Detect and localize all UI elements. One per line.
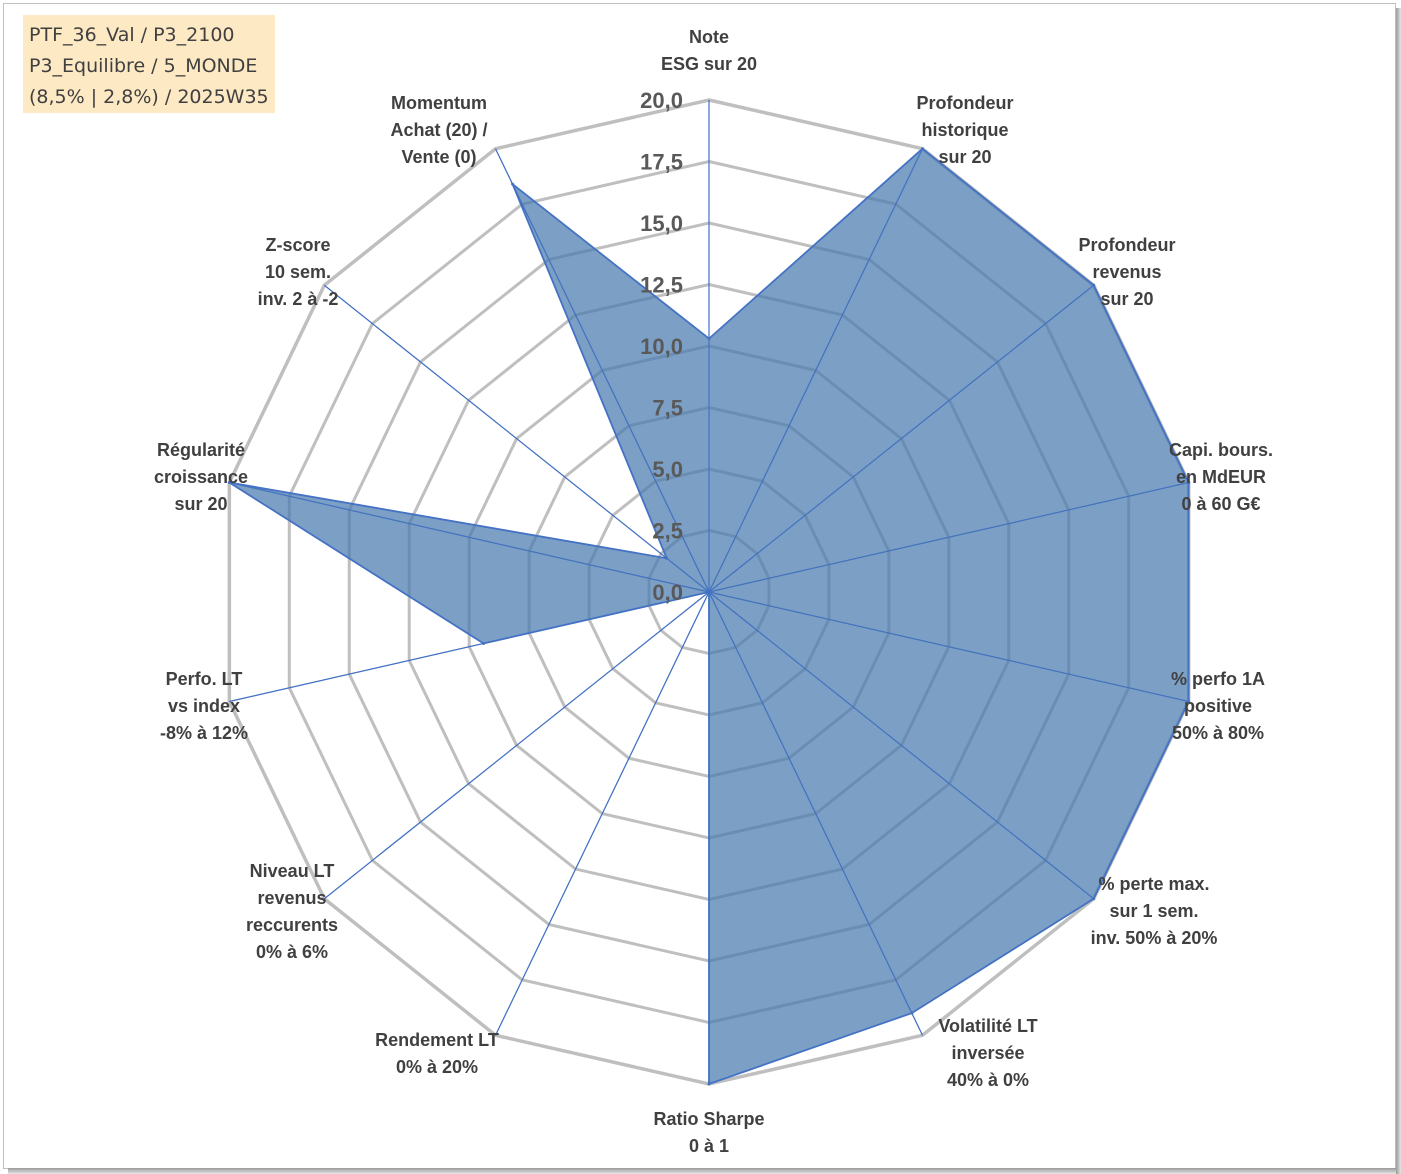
- info-line: PTF_36_Val / P3_2100: [29, 24, 235, 46]
- axis-label: Volatilité LT inversée 40% à 0%: [938, 1016, 1037, 1090]
- axis-label-line: 0% à 20%: [396, 1057, 478, 1077]
- axis-label-line: inv. 2 à -2: [258, 289, 339, 309]
- axis-label-line: 0 à 1: [689, 1136, 729, 1156]
- axis-label-line: Perfo. LT: [166, 669, 243, 689]
- axis-label-line: sur 1 sem.: [1109, 901, 1198, 921]
- axis-label-line: Régularité: [157, 440, 245, 460]
- axis-label: Capi. bours. en MdEUR 0 à 60 G€: [1169, 440, 1273, 514]
- axis-spoke-overlay: [324, 591, 710, 900]
- axis-label-line: Profondeur: [917, 93, 1014, 113]
- axis-label-line: % perte max.: [1098, 874, 1209, 894]
- axis-label-line: Z-score: [265, 235, 330, 255]
- axis-spoke-overlay: [229, 482, 710, 593]
- axis-label-line: Ratio Sharpe: [653, 1109, 764, 1129]
- axis-label-line: -8% à 12%: [160, 723, 248, 743]
- axis-label-line: historique: [921, 120, 1008, 140]
- axis-label: Z-score 10 sem. inv. 2 à -2: [258, 235, 339, 309]
- axis-label-line: Capi. bours.: [1169, 440, 1273, 460]
- axis-label-line: Note: [689, 27, 729, 47]
- axis-label-line: sur 20: [1100, 289, 1153, 309]
- tick-label: 7,5: [652, 396, 683, 421]
- tick-layer: 0,0 2,5 5,0 7,5 10,0 12,5 15,0 17,5 20,0: [640, 88, 683, 605]
- frame-shadow-right: [1396, 8, 1401, 1174]
- tick-label: 17,5: [640, 150, 683, 175]
- axis-label: Perfo. LT vs index -8% à 12%: [160, 669, 248, 743]
- info-line: P3_Equilibre / 5_MONDE: [29, 55, 258, 77]
- axis-label-line: Vente (0): [401, 147, 476, 167]
- axis-label-line: Rendement LT: [375, 1030, 499, 1050]
- axis-spoke-overlay: [495, 591, 710, 1036]
- axis-label-layer: Note ESG sur 20 Profondeur historique sur 20…: [154, 27, 1273, 1156]
- axis-label-line: en MdEUR: [1176, 467, 1266, 487]
- tick-label: 2,5: [652, 519, 683, 544]
- axis-label: Profondeur historique sur 20: [917, 93, 1014, 167]
- axis-label: % perte max. sur 1 sem. inv. 50% à 20%: [1091, 874, 1218, 948]
- axis-label-line: 10 sem.: [265, 262, 331, 282]
- axis-label-line: ESG sur 20: [661, 54, 757, 74]
- tick-label: 0,0: [652, 580, 683, 605]
- axis-label-line: inv. 50% à 20%: [1091, 928, 1218, 948]
- axis-label-line: Niveau LT: [250, 861, 335, 881]
- axis-label-line: 0 à 60 G€: [1181, 494, 1260, 514]
- axis-label-line: Momentum: [391, 93, 487, 113]
- axis-label-line: positive: [1184, 696, 1252, 716]
- axis-label: Régularité croissance sur 20: [154, 440, 248, 514]
- axis-label: Niveau LT revenus reccurents 0% à 6%: [246, 861, 338, 962]
- info-line: (8,5% | 2,8%) / 2025W35: [29, 86, 269, 108]
- tick-label: 15,0: [640, 211, 683, 236]
- tick-label: 5,0: [652, 457, 683, 482]
- portfolio-info-box: PTF_36_Val / P3_2100 P3_Equilibre / 5_MO…: [23, 15, 275, 113]
- axis-label-line: 40% à 0%: [947, 1070, 1029, 1090]
- axis-label: Ratio Sharpe 0 à 1: [653, 1109, 764, 1156]
- axis-label-line: croissance: [154, 467, 248, 487]
- axis-label-line: reccurents: [246, 915, 338, 935]
- axis-label-line: Profondeur: [1079, 235, 1176, 255]
- axis-label-line: inversée: [951, 1043, 1024, 1063]
- axis-spoke-overlay: [229, 591, 710, 702]
- axis-label-line: Achat (20) /: [390, 120, 487, 140]
- axis-label: Note ESG sur 20: [661, 27, 757, 74]
- axis-label: Rendement LT 0% à 20%: [375, 1030, 499, 1077]
- tick-label: 20,0: [640, 88, 683, 113]
- axis-spoke-overlay: [708, 591, 1189, 702]
- axis-spoke-overlay: [708, 591, 1094, 900]
- axis-label-line: vs index: [168, 696, 240, 716]
- axis-spoke-overlay: [324, 284, 710, 593]
- axis-spoke-overlay: [708, 284, 1094, 593]
- tick-label: 12,5: [640, 273, 683, 298]
- axis-label: Momentum Achat (20) / Vente (0): [390, 93, 487, 167]
- axis-label-line: sur 20: [174, 494, 227, 514]
- axis-label-line: % perfo 1A: [1171, 669, 1265, 689]
- axis-spoke-overlay: [708, 591, 923, 1036]
- axis-spoke-overlay: [708, 482, 1189, 593]
- series-layer: [227, 100, 1191, 1086]
- axis-label-line: 50% à 80%: [1172, 723, 1264, 743]
- tick-label: 10,0: [640, 334, 683, 359]
- axis-label-line: 0% à 6%: [256, 942, 328, 962]
- axis-label-line: revenus: [257, 888, 326, 908]
- axis-label-line: revenus: [1092, 262, 1161, 282]
- axis-label: Profondeur revenus sur 20: [1079, 235, 1176, 309]
- axis-spoke-overlay: [708, 148, 923, 593]
- frame-shadow-bottom: [8, 1168, 1399, 1174]
- axis-label-line: sur 20: [938, 147, 991, 167]
- axis-spoke-overlay: [495, 148, 710, 593]
- axis-label: % perfo 1A positive 50% à 80%: [1171, 669, 1265, 743]
- axis-label-line: Volatilité LT: [938, 1016, 1037, 1036]
